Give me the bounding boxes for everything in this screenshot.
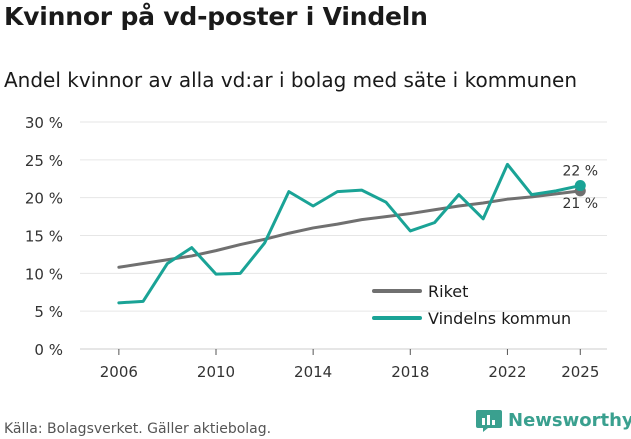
y-tick-label: 25 % xyxy=(25,152,63,170)
x-tick-label: 2018 xyxy=(391,363,429,381)
brand-name: Newsworthy xyxy=(508,409,631,431)
x-tick-label: 2010 xyxy=(197,363,235,381)
chart-subtitle: Andel kvinnor av alla vd:ar i bolag med … xyxy=(4,68,577,92)
x-axis-ticks: 2006 2010 2014 2018 2022 2025 xyxy=(100,349,599,381)
legend: Riket Vindelns kommun xyxy=(372,282,571,328)
y-tick-label: 20 % xyxy=(25,190,63,208)
newsworthy-logo[interactable]: Newsworthy xyxy=(476,408,631,432)
end-label-riket: 21 % xyxy=(562,196,598,212)
y-axis-ticks: 0 % 5 % 10 % 15 % 20 % 25 % 30 % xyxy=(25,114,63,359)
y-tick-label: 30 % xyxy=(25,114,63,132)
source-note: Källa: Bolagsverket. Gäller aktiebolag. xyxy=(4,421,272,437)
end-label-vindeln: 22 % xyxy=(562,164,598,180)
x-tick-label: 2025 xyxy=(561,363,599,381)
gridlines xyxy=(80,121,607,350)
x-tick-label: 2014 xyxy=(294,363,332,381)
x-tick-label: 2006 xyxy=(100,363,138,381)
end-point-vindeln xyxy=(574,180,586,192)
series-line-riket xyxy=(117,189,582,269)
y-tick-label: 15 % xyxy=(25,228,63,246)
series-lines: 21 % 22 % xyxy=(117,162,598,305)
series-line-vindeln xyxy=(117,162,582,305)
chart-title: Kvinnor på vd-poster i Vindeln xyxy=(4,2,428,31)
bar-chart-icon xyxy=(476,410,502,432)
legend-label: Riket xyxy=(428,282,468,301)
legend-label: Vindelns kommun xyxy=(428,309,571,328)
y-tick-label: 0 % xyxy=(34,341,63,359)
x-tick-label: 2022 xyxy=(488,363,526,381)
y-tick-label: 10 % xyxy=(25,265,63,283)
y-tick-label: 5 % xyxy=(34,303,63,321)
